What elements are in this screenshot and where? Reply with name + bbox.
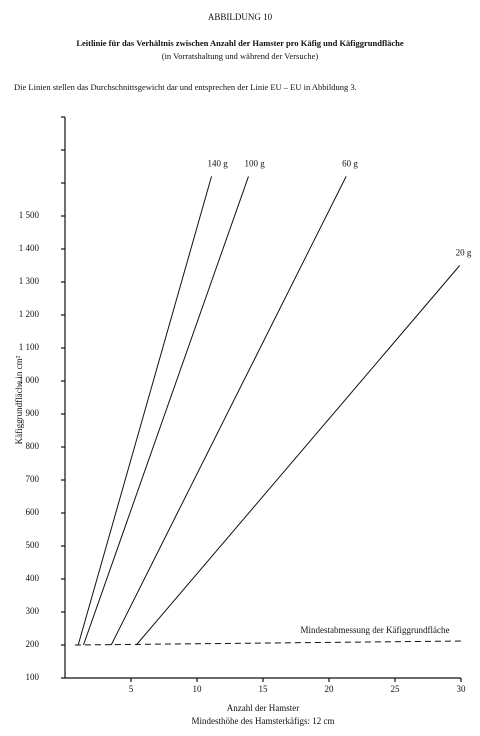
note: Die Linien stellen das Durchschnittsgewi… — [14, 82, 357, 92]
line — [83, 176, 249, 646]
y-tick-label: 1 000 — [19, 375, 40, 385]
y-tick-label: 500 — [26, 540, 40, 550]
line — [135, 265, 461, 646]
y-tick-label: 1 200 — [19, 309, 40, 319]
x-axis-label: Anzahl der Hamster — [227, 703, 299, 713]
x-tick-label: 25 — [391, 684, 401, 694]
x-tick-label: 30 — [457, 684, 467, 694]
chart-title: Leitlinie für das Verhältnis zwischen An… — [76, 38, 404, 48]
series-label: 100 g — [244, 158, 265, 168]
y-axis-label: Käfiggrundfläche in cm² — [14, 355, 24, 444]
x-tick-label: 15 — [259, 684, 269, 694]
x-tick-label: 5 — [129, 684, 134, 694]
figure-label: ABBILDUNG 10 — [208, 12, 273, 22]
y-tick-label: 1 100 — [19, 342, 40, 352]
x-tick-label: 20 — [325, 684, 335, 694]
y-tick-label: 900 — [26, 408, 40, 418]
series-label: 140 g — [208, 158, 229, 168]
line — [74, 640, 462, 646]
line — [110, 176, 347, 646]
y-tick-label: 700 — [26, 474, 40, 484]
y-tick-label: 1 400 — [19, 243, 40, 253]
series-label: 60 g — [342, 158, 358, 168]
y-tick-label: 1 500 — [19, 210, 40, 220]
y-tick-label: 100 — [26, 672, 40, 682]
series-label: Mindestabmessung der Käfiggrundfläche — [301, 625, 450, 635]
chart-subtitle: (in Vorratshaltung und während der Versu… — [162, 51, 319, 61]
y-tick-label: 300 — [26, 606, 40, 616]
x-axis-sublabel: Mindesthöhe des Hamsterkäfigs: 12 cm — [192, 716, 335, 726]
y-tick-label: 800 — [26, 441, 40, 451]
y-tick-label: 200 — [26, 639, 40, 649]
y-tick-label: 600 — [26, 507, 40, 517]
y-tick-label: 400 — [26, 573, 40, 583]
y-tick-label: 1 300 — [19, 276, 40, 286]
x-tick-label: 10 — [193, 684, 203, 694]
line — [77, 176, 213, 646]
series-label: 20 g — [456, 248, 472, 258]
